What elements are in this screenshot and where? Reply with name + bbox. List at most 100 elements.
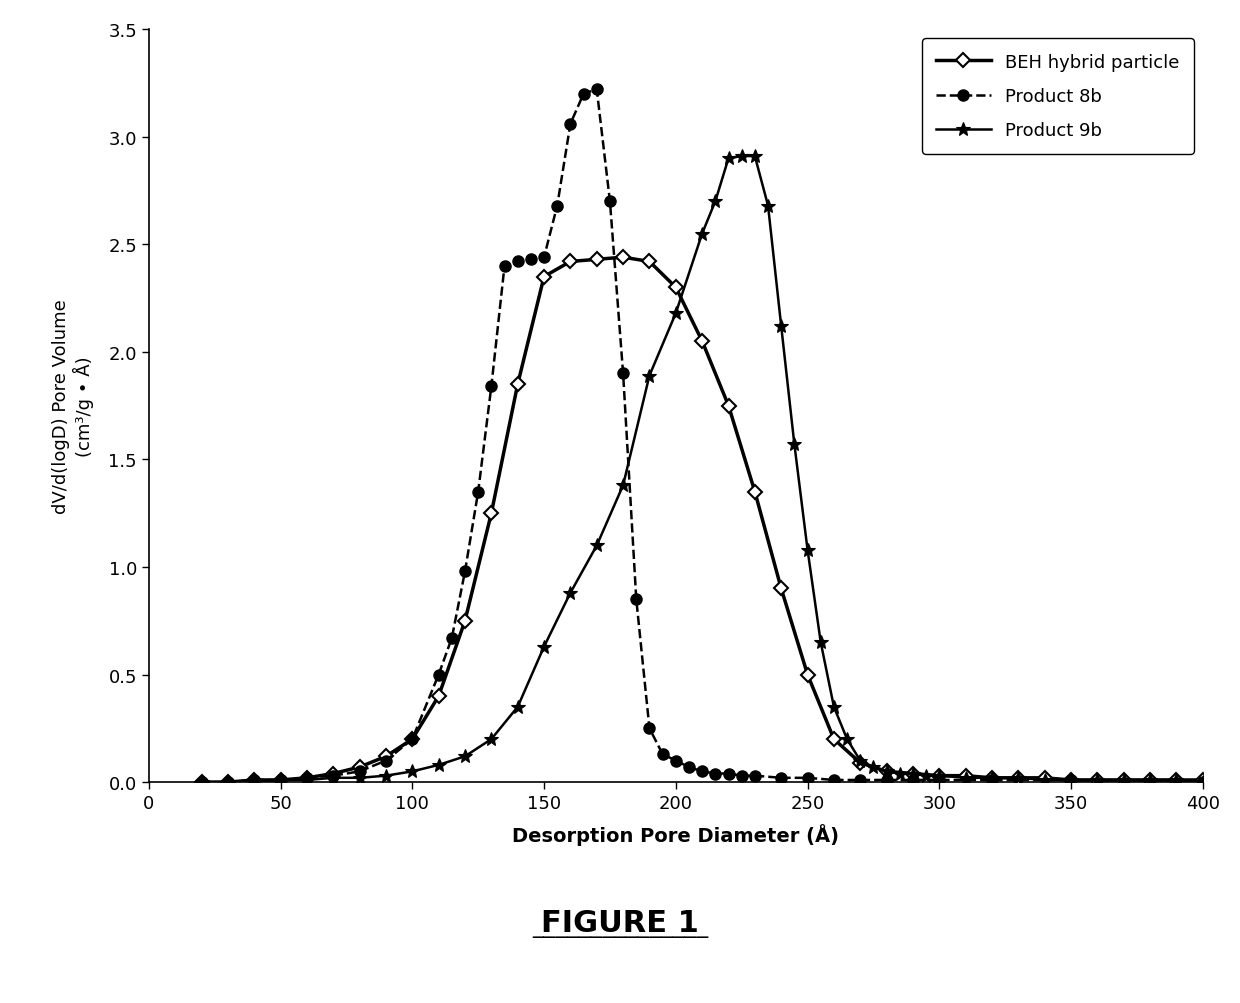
Product 8b [484, 381, 498, 393]
Product 8b [826, 774, 841, 786]
BEH hybrid particle [932, 770, 947, 782]
Product 8b [800, 772, 815, 784]
BEH hybrid particle [853, 757, 868, 769]
Product 9b [760, 201, 775, 213]
Product 9b [1143, 774, 1158, 786]
Product 8b [537, 252, 552, 264]
Product 9b [826, 701, 841, 713]
Product 9b [273, 774, 288, 786]
BEH hybrid particle [879, 765, 894, 777]
Product 9b [378, 770, 393, 782]
Product 8b [471, 486, 486, 498]
Product 8b [932, 774, 947, 786]
Product 8b [326, 770, 341, 782]
Product 8b [378, 755, 393, 767]
Product 9b [734, 150, 749, 162]
Product 9b [221, 776, 236, 788]
Product 8b [511, 256, 526, 268]
Product 9b [511, 701, 526, 713]
BEH hybrid particle [589, 254, 604, 266]
Product 9b [748, 150, 763, 162]
Product 9b [563, 587, 578, 599]
Product 8b [1195, 776, 1210, 788]
BEH hybrid particle [404, 733, 419, 745]
BEH hybrid particle [193, 776, 208, 788]
Line: Product 8b: Product 8b [196, 84, 1208, 788]
Product 9b [959, 772, 973, 784]
Product 9b [432, 759, 446, 771]
Product 9b [326, 772, 341, 784]
Product 8b [458, 566, 472, 578]
Product 8b [629, 594, 644, 606]
BEH hybrid particle [774, 583, 789, 595]
Product 8b [404, 733, 419, 745]
Product 9b [668, 308, 683, 320]
BEH hybrid particle [642, 256, 657, 268]
BEH hybrid particle [299, 772, 314, 784]
Text: FIGURE 1: FIGURE 1 [541, 909, 699, 937]
BEH hybrid particle [484, 508, 498, 520]
BEH hybrid particle [826, 733, 841, 745]
Product 8b [748, 770, 763, 782]
Product 8b [193, 776, 208, 788]
BEH hybrid particle [1037, 772, 1052, 784]
BEH hybrid particle [511, 379, 526, 391]
Product 9b [1116, 774, 1131, 786]
Product 8b [774, 772, 789, 784]
Product 8b [563, 118, 578, 130]
Product 9b [932, 770, 947, 782]
Product 9b [879, 765, 894, 777]
Product 8b [682, 761, 697, 773]
Product 9b [1090, 774, 1105, 786]
Product 8b [734, 770, 749, 782]
Product 8b [722, 767, 737, 779]
Product 9b [1011, 772, 1025, 784]
BEH hybrid particle [537, 271, 552, 283]
Product 8b [642, 722, 657, 734]
Product 8b [497, 261, 512, 273]
Product 9b [905, 767, 920, 779]
Product 9b [919, 770, 934, 782]
Product 8b [655, 748, 670, 760]
Product 9b [1195, 776, 1210, 788]
X-axis label: Desorption Pore Diameter (Å): Desorption Pore Diameter (Å) [512, 823, 839, 846]
Product 9b [352, 772, 367, 784]
Product 9b [642, 370, 657, 382]
Product 9b [708, 196, 723, 208]
Product 8b [549, 201, 564, 213]
Product 8b [432, 669, 446, 681]
Product 8b [668, 755, 683, 767]
BEH hybrid particle [905, 767, 920, 779]
Product 9b [694, 229, 709, 241]
BEH hybrid particle [352, 761, 367, 773]
Product 8b [708, 767, 723, 779]
Product 9b [537, 641, 552, 653]
Line: BEH hybrid particle: BEH hybrid particle [197, 253, 1208, 787]
Product 8b [299, 772, 314, 784]
BEH hybrid particle [432, 690, 446, 702]
BEH hybrid particle [694, 336, 709, 348]
BEH hybrid particle [748, 486, 763, 498]
BEH hybrid particle [616, 252, 631, 264]
BEH hybrid particle [668, 282, 683, 294]
BEH hybrid particle [273, 774, 288, 786]
Product 9b [193, 776, 208, 788]
BEH hybrid particle [458, 615, 472, 627]
Legend: BEH hybrid particle, Product 8b, Product 9b: BEH hybrid particle, Product 8b, Product… [921, 39, 1194, 154]
BEH hybrid particle [985, 772, 999, 784]
Product 9b [866, 761, 880, 773]
Product 8b [985, 774, 999, 786]
Product 9b [1169, 774, 1184, 786]
Product 9b [616, 479, 631, 491]
BEH hybrid particle [1143, 774, 1158, 786]
BEH hybrid particle [1169, 774, 1184, 786]
Product 9b [299, 774, 314, 786]
Product 9b [839, 733, 854, 745]
BEH hybrid particle [1116, 774, 1131, 786]
Product 8b [905, 774, 920, 786]
Product 9b [787, 439, 802, 451]
Product 9b [404, 765, 419, 777]
Product 9b [589, 540, 604, 552]
Product 8b [577, 88, 591, 100]
BEH hybrid particle [378, 750, 393, 762]
